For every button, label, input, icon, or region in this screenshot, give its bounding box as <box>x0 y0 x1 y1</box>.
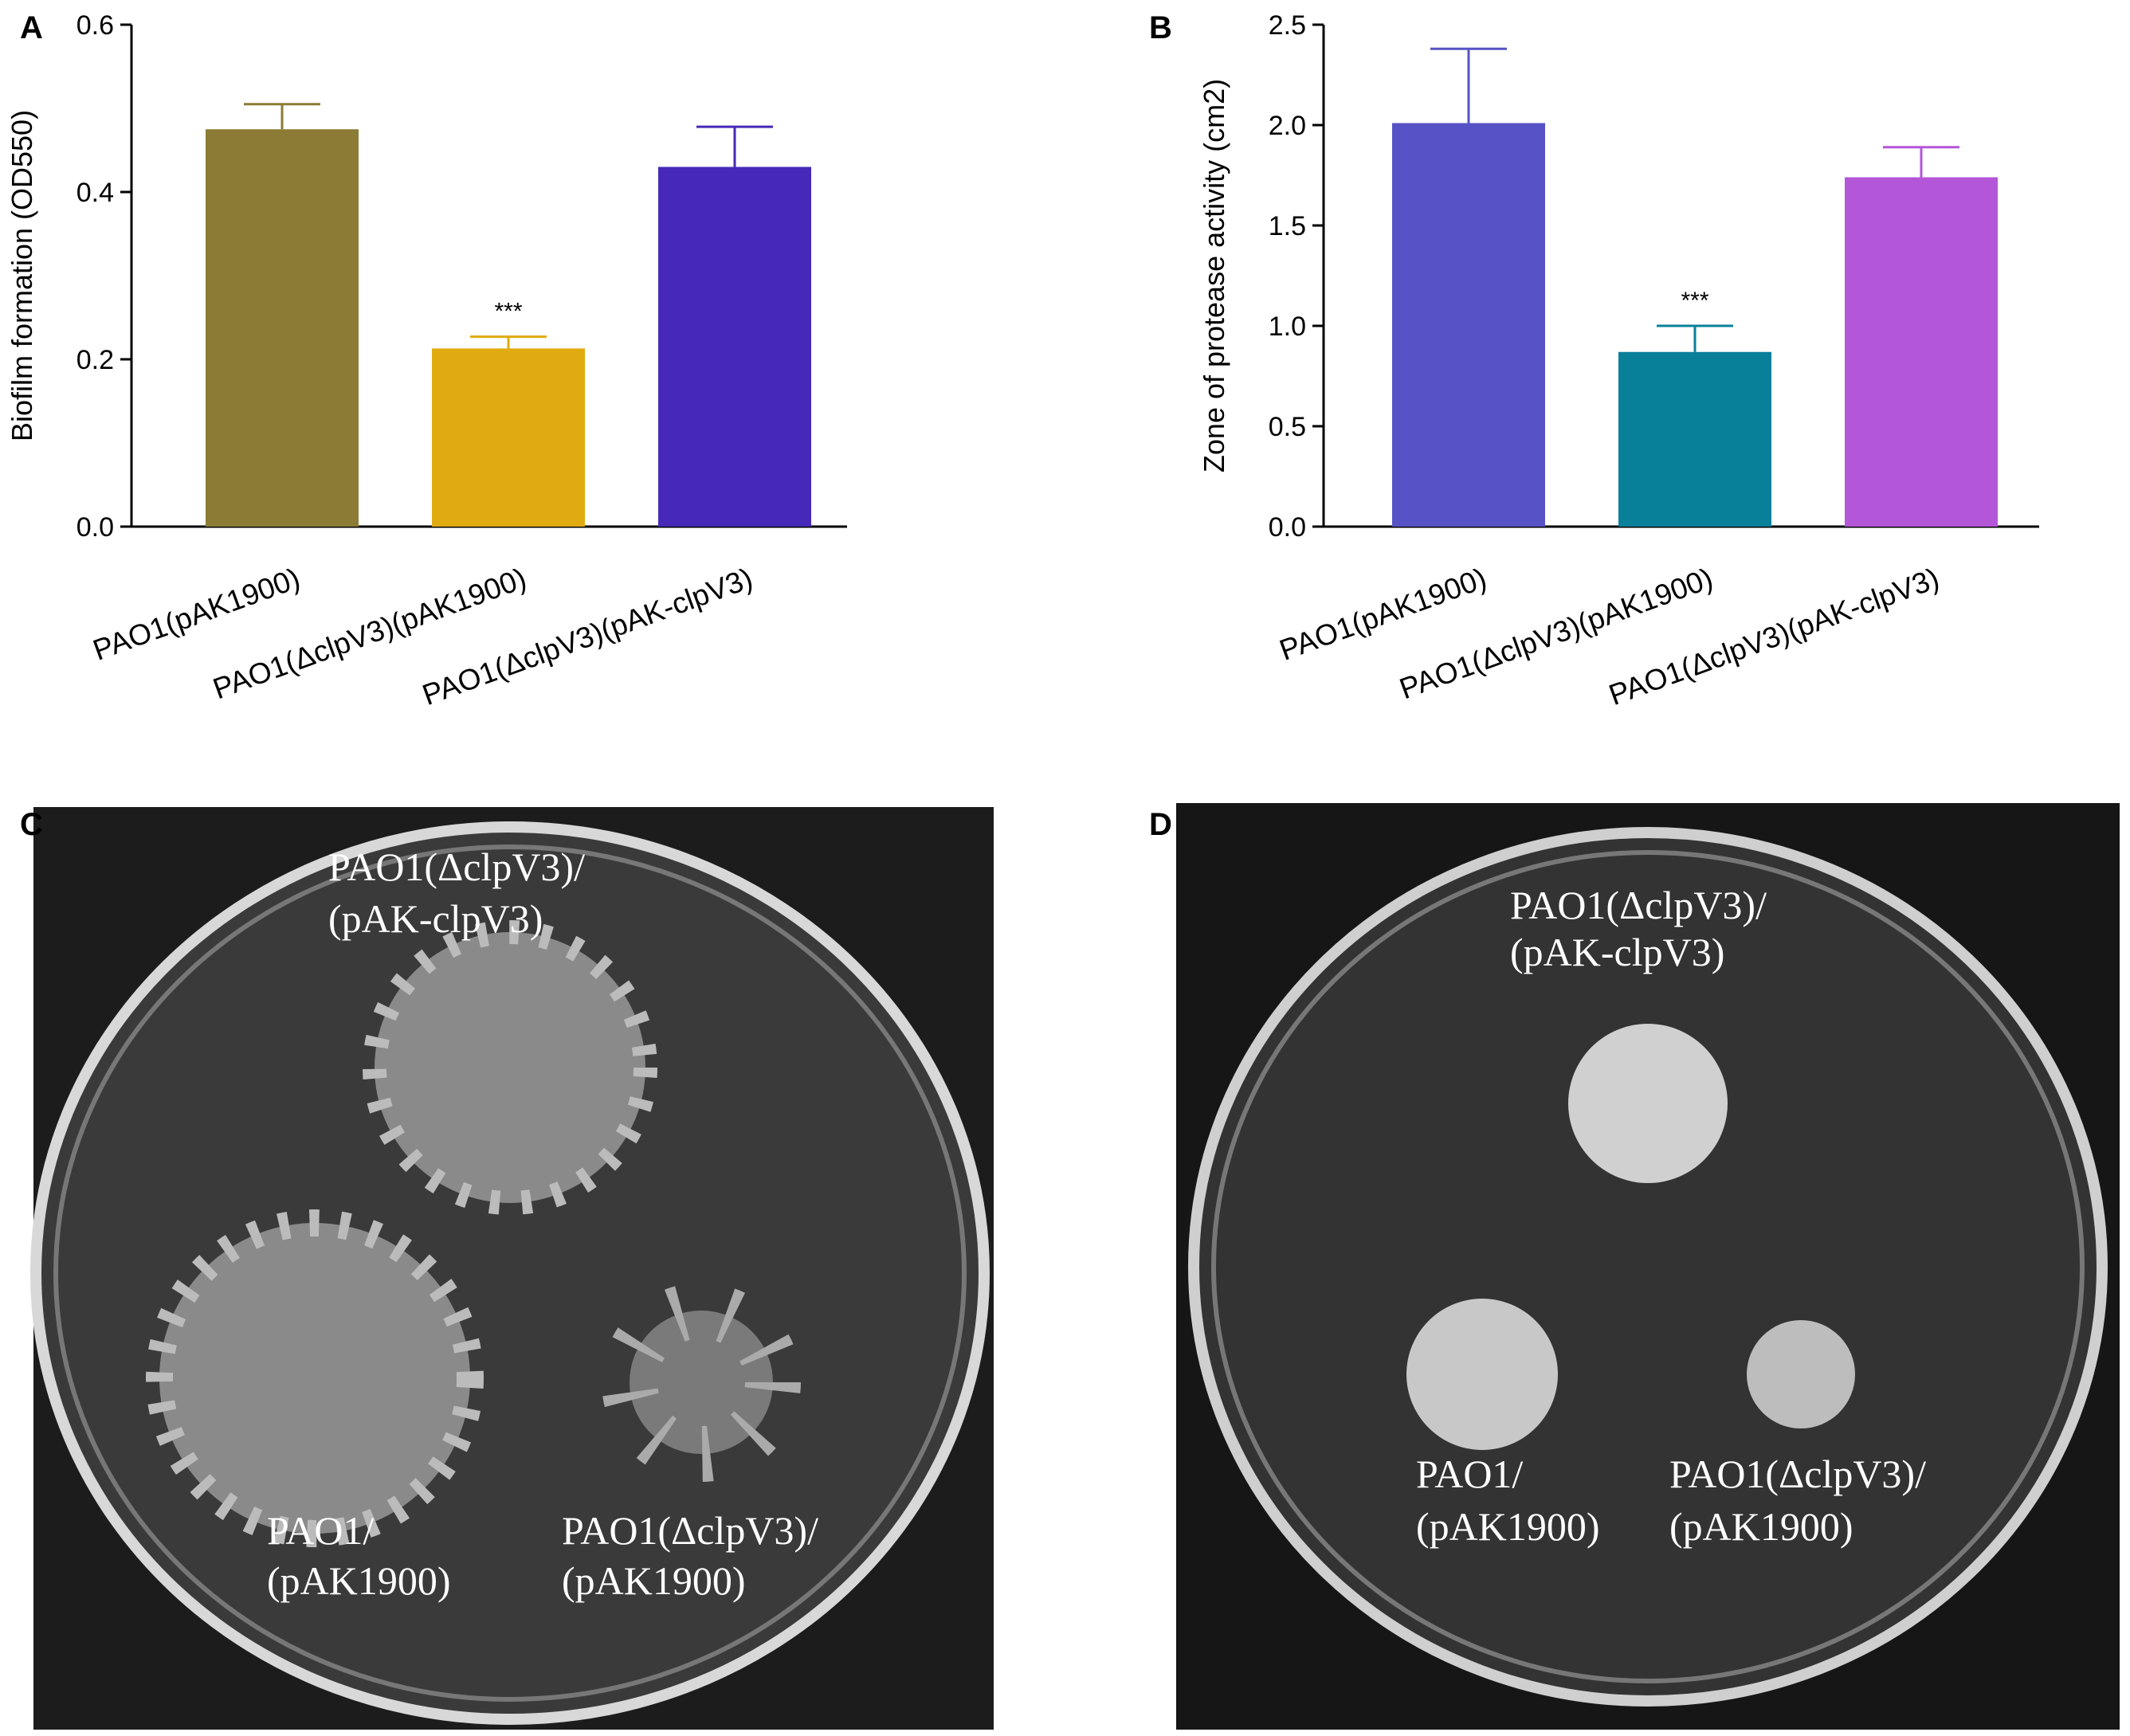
y-tick-label: 0.0 <box>76 512 114 543</box>
photo-label: (pAK1900) <box>267 1558 451 1603</box>
y-tick-label: 1.0 <box>1269 312 1306 342</box>
petri-dish <box>1188 827 2108 1707</box>
photo-label: PAO1(ΔclpV3)/ <box>1510 883 1767 927</box>
error-bar <box>1430 47 1507 123</box>
photo-label: (pAK1900) <box>562 1558 746 1603</box>
photo-label: (pAK-clpV3) <box>1510 930 1724 974</box>
y-tick-label: 0.6 <box>76 10 114 41</box>
error-bar <box>1883 146 1959 178</box>
y-tick-label: 0.4 <box>76 178 114 208</box>
y-tick-label: 0.2 <box>76 345 114 375</box>
petri-rim <box>1211 850 2085 1683</box>
petri-rim <box>53 844 967 1702</box>
significance: *** <box>494 299 522 325</box>
colony <box>1747 1320 1855 1428</box>
photo-label: (pAK1900) <box>1669 1504 1853 1549</box>
photo-d <box>1176 803 2120 1730</box>
error-bar <box>470 335 547 349</box>
y-tick-label: 1.5 <box>1269 211 1306 241</box>
error-bar <box>1657 324 1733 352</box>
bar <box>206 129 359 527</box>
photo-label: PAO1(ΔclpV3)/ <box>562 1508 818 1553</box>
y-axis-label: Zone of protease activity (cm2) <box>1198 79 1230 472</box>
photo-c <box>30 807 994 1730</box>
colony <box>363 920 657 1215</box>
photo-label: PAO1/ <box>267 1508 374 1553</box>
error-bar <box>696 125 773 167</box>
photo-label: PAO1(ΔclpV3)/ <box>328 844 585 889</box>
photo-label: (pAK-clpV3) <box>328 896 543 941</box>
bar <box>1618 351 1771 527</box>
colony <box>146 1209 484 1547</box>
significance: *** <box>1681 288 1708 314</box>
panel-letter: C <box>20 807 43 842</box>
bar <box>432 348 585 527</box>
error-bar <box>244 103 320 130</box>
bar <box>1392 123 1545 527</box>
photo-label: PAO1(ΔclpV3)/ <box>1669 1452 1926 1496</box>
y-tick-label: 0.0 <box>1269 512 1306 543</box>
bar <box>658 167 811 527</box>
y-tick-label: 2.0 <box>1269 111 1306 141</box>
photo-label: (pAK1900) <box>1416 1504 1600 1549</box>
colony <box>1406 1299 1558 1450</box>
colony <box>602 1283 801 1482</box>
photo-label: PAO1/ <box>1416 1452 1523 1496</box>
panel-letter: A <box>20 10 43 45</box>
colony <box>1568 1024 1728 1183</box>
panel-letter: B <box>1149 10 1172 45</box>
y-tick-label: 0.5 <box>1269 412 1306 442</box>
panel-letter: D <box>1149 807 1172 842</box>
bar <box>1845 177 1998 527</box>
y-axis-label: Biofilm formation (OD550) <box>6 110 38 441</box>
y-tick-label: 2.5 <box>1269 10 1306 41</box>
